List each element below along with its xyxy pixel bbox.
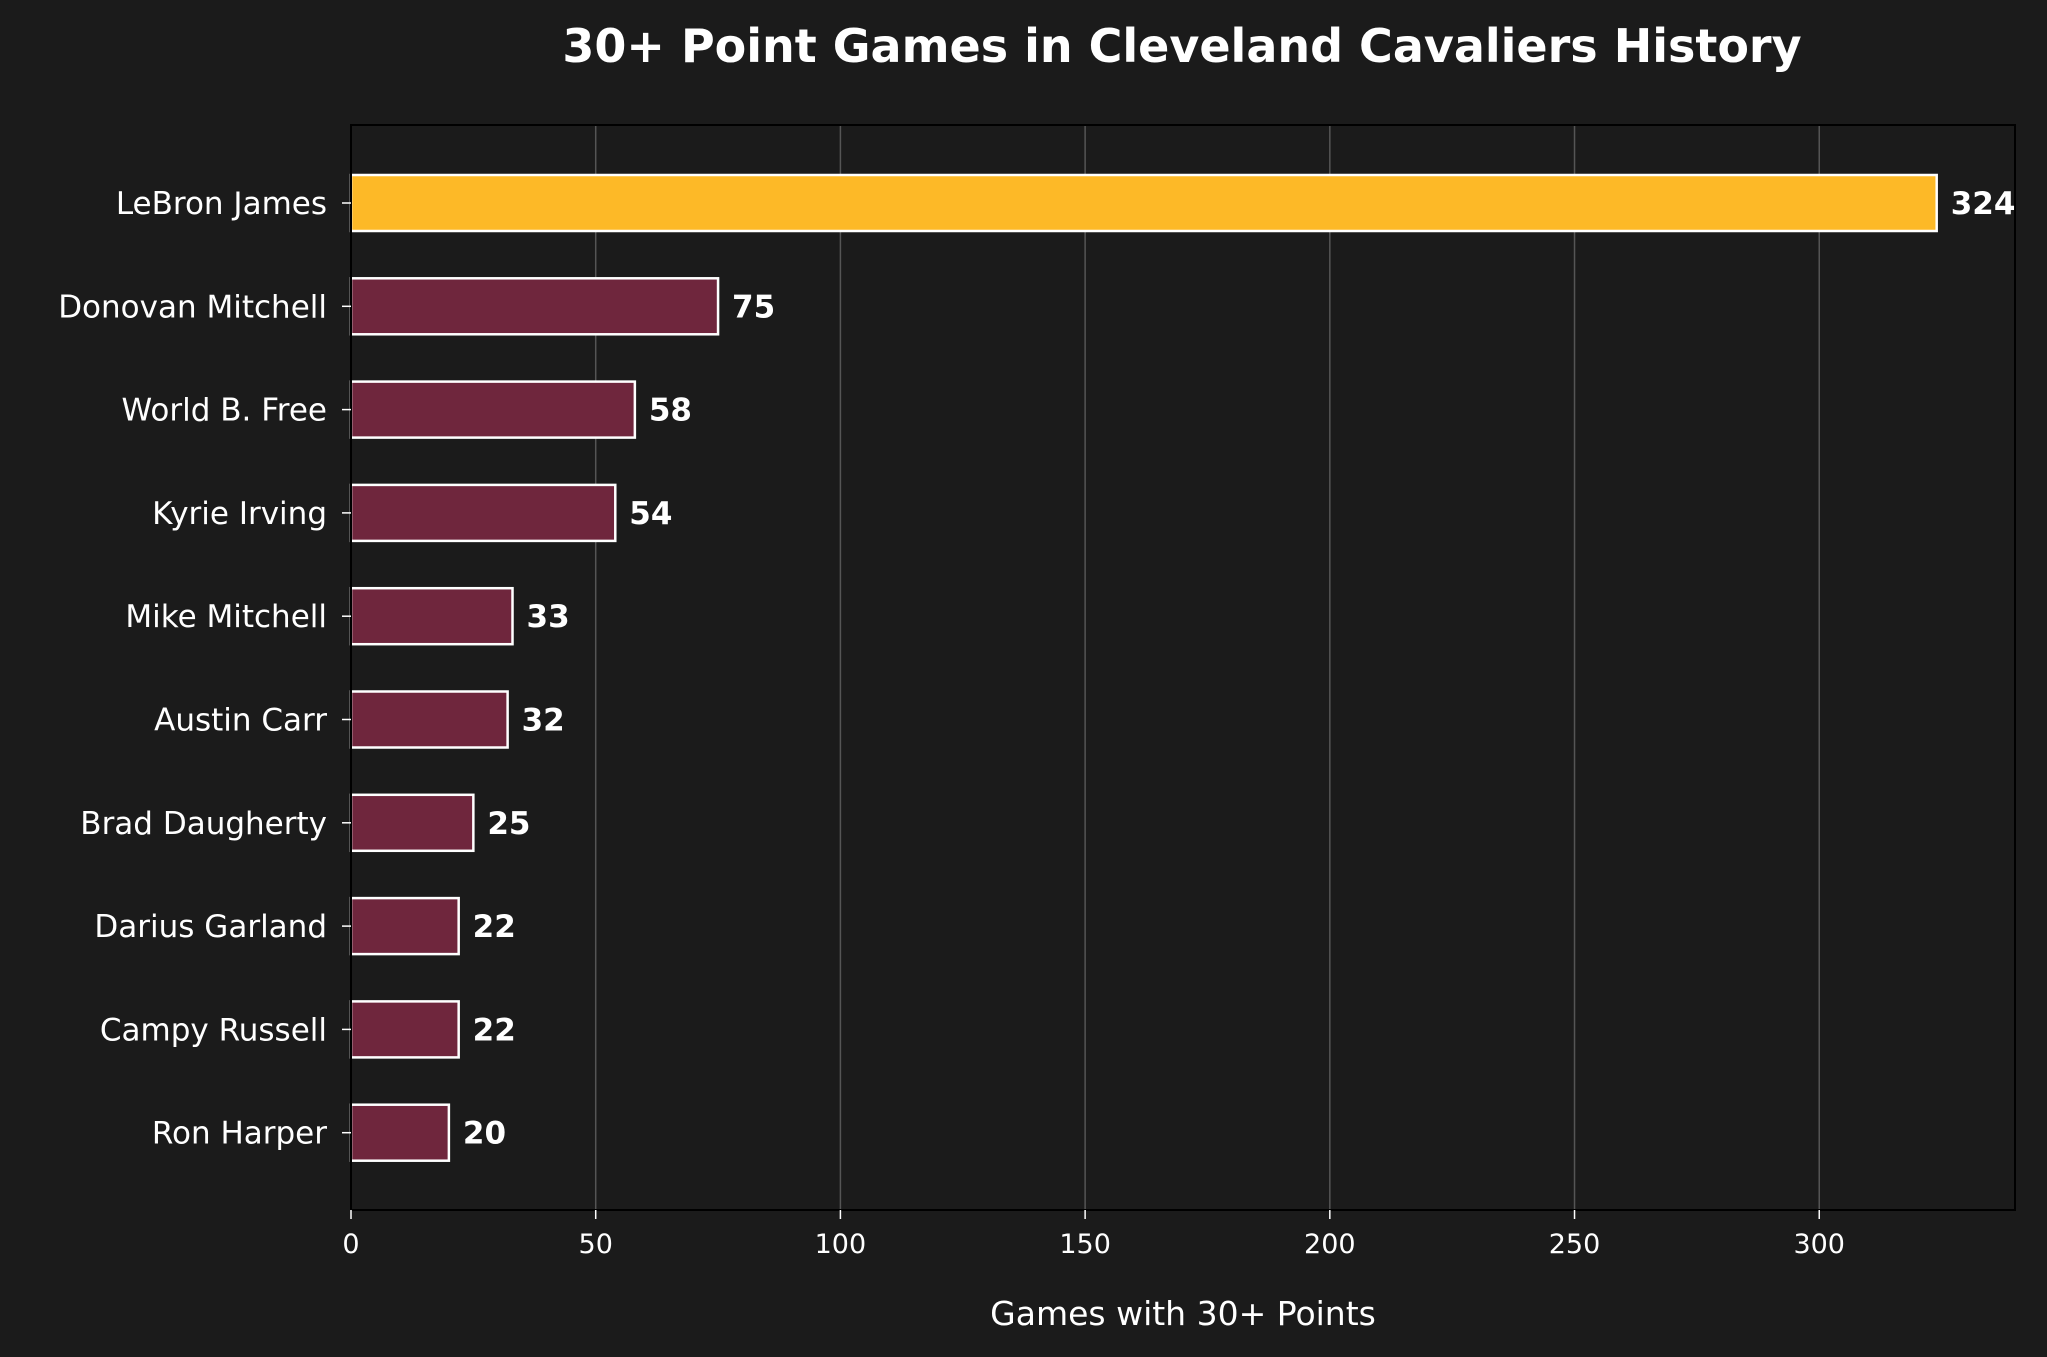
bar (349, 1103, 451, 1162)
y-tick-label: Darius Garland (94, 909, 327, 945)
bar-value-label: 54 (629, 496, 672, 532)
y-tick-label: Donovan Mitchell (58, 289, 327, 325)
y-axis-ticks: LeBron James Donovan Mitchell World B. Fre… (58, 186, 351, 1152)
bar-value-label: 22 (473, 909, 516, 945)
x-tick-label: 50 (579, 1229, 613, 1260)
bar (349, 586, 514, 646)
bar-value-label: 75 (732, 289, 775, 325)
x-axis-ticks: 0 50 100 150 200 250 300 (342, 1210, 1845, 1260)
bar-value-label: 32 (522, 703, 565, 739)
bars (349, 173, 1938, 1162)
bar-value-label: 20 (463, 1116, 506, 1152)
y-tick-label: Brad Daugherty (80, 806, 327, 842)
bar (349, 483, 617, 543)
bar-value-label: 22 (473, 1012, 516, 1048)
x-tick-label: 100 (815, 1229, 867, 1260)
bar (349, 896, 460, 956)
bar (349, 1000, 460, 1059)
value-labels: 324 75 58 54 33 32 25 22 22 20 (463, 186, 2016, 1152)
bar (349, 690, 509, 749)
y-tick-label: Kyrie Irving (152, 496, 327, 532)
bar (349, 793, 475, 853)
x-tick-label: 250 (1549, 1229, 1601, 1260)
y-tick-label: Austin Carr (154, 703, 327, 739)
x-tick-label: 300 (1793, 1229, 1845, 1260)
chart-title: 30+ Point Games in Cleveland Cavaliers H… (562, 19, 1801, 73)
bar-value-label: 58 (649, 393, 692, 429)
bar (349, 173, 1938, 233)
plot-frame (350, 124, 2016, 1211)
x-tick-label: 0 (342, 1229, 359, 1260)
y-tick-label: LeBron James (116, 186, 327, 222)
x-axis-label: Games with 30+ Points (990, 1294, 1376, 1333)
y-tick-label: World B. Free (122, 393, 327, 429)
y-tick-label: Mike Mitchell (125, 599, 327, 635)
bar (349, 380, 637, 439)
y-tick-label: Ron Harper (152, 1116, 327, 1152)
bar (349, 277, 720, 336)
bar-value-label: 324 (1951, 186, 2016, 222)
x-tick-label: 200 (1304, 1229, 1356, 1260)
x-tick-label: 150 (1059, 1229, 1111, 1260)
y-tick-label: Campy Russell (100, 1012, 327, 1048)
bar-value-label: 33 (527, 599, 570, 635)
bar-value-label: 25 (487, 806, 530, 842)
